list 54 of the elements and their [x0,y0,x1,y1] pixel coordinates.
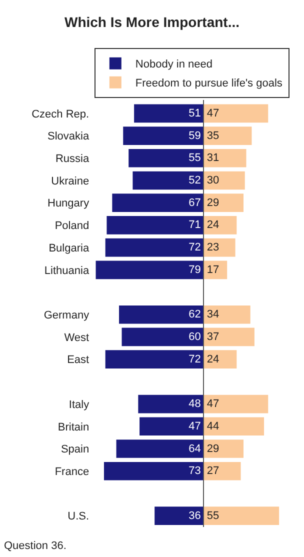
y-tick-label: Czech Rep. [32,108,90,120]
data-label: 17 [206,264,220,276]
data-label: 37 [206,330,220,343]
bar [204,238,236,257]
data-label: 24 [206,353,220,366]
data-label: 64 [188,442,201,455]
y-tick-label: Germany [44,309,90,322]
y-tick-label: Lithuania [44,264,90,277]
y-tick-label: Ukraine [51,175,90,188]
y-tick-label: Slovakia [48,130,90,143]
data-label: 35 [206,130,220,142]
y-tick-label: Russia [55,152,90,165]
y-tick-label: U.S. [68,510,90,523]
data-label: 48 [188,398,201,410]
text: Question 36. [4,540,66,552]
data-label: 44 [206,420,220,432]
y-tick-label: Bulgaria [48,242,90,254]
data-label: 23 [206,242,220,254]
y-tick-label: East [67,354,90,366]
data-label: 55 [206,510,220,522]
legend-label: Freedom to pursue life's goals [135,78,283,90]
data-label: 24 [206,219,220,232]
data-label: 47 [206,398,220,410]
y-tick-label: France [54,466,90,478]
data-label: 34 [206,308,220,321]
y-tick-label: Hungary [48,198,90,210]
chart-title: Which Is More Important... [64,14,240,30]
data-label: 72 [188,353,201,366]
data-label: 27 [206,465,220,478]
data-label: 59 [188,130,201,142]
data-label: 29 [206,442,220,455]
data-label: 29 [206,196,220,209]
y-tick-label: Poland [54,220,90,232]
bar [204,260,228,280]
data-label: 30 [206,174,220,186]
y-tick-label: Spain [60,444,90,456]
data-label: 52 [188,174,201,186]
data-label: 79 [188,264,201,276]
y-tick-label: West [64,332,90,344]
data-label: 60 [188,330,201,343]
data-label: 55 [188,152,201,164]
data-label: 73 [188,465,201,478]
y-tick-label: Britain [58,421,90,434]
data-label: 62 [188,308,201,321]
data-label: 31 [206,152,220,164]
data-label: 47 [206,107,220,120]
y-tick-label: Italy [68,398,90,411]
data-label: 47 [188,420,201,432]
data-label: 36 [188,510,201,522]
data-label: 51 [188,107,201,120]
legend-label: Nobody in need [135,58,212,71]
data-label: 67 [188,196,201,209]
data-label: 71 [188,219,201,232]
data-label: 72 [188,242,201,254]
